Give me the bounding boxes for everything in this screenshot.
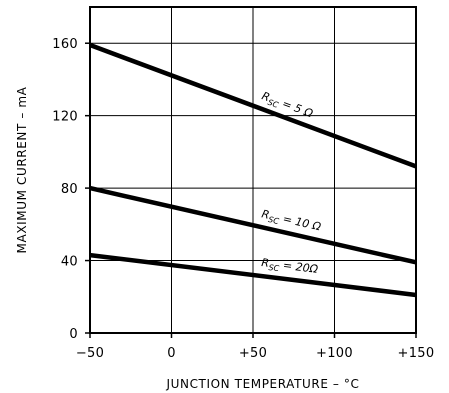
x-tick-label: +50	[239, 346, 267, 361]
x-axis-title: JUNCTION TEMPERATURE – °C	[165, 377, 359, 391]
ticks-layer: −50 0 +50 +100 +150 0 40 80 120 160	[52, 37, 434, 361]
series-line-rsc-10	[89, 185, 417, 265]
series-label-rsc-10: RSC = 10 Ω	[260, 207, 323, 235]
x-tick-label: 0	[167, 346, 176, 361]
series-label-rsc-20: RSC = 20Ω	[260, 256, 319, 278]
y-axis-title: MAXIMUM CURRENT – mA	[15, 86, 29, 253]
y-tick-label: 120	[52, 110, 78, 125]
x-tick-label: +100	[316, 346, 353, 361]
x-tick-label: +150	[398, 346, 435, 361]
grid-layer	[89, 6, 417, 334]
y-tick-label: 160	[52, 37, 78, 52]
x-tick-label: −50	[76, 346, 104, 361]
y-tick-label: 80	[61, 182, 78, 197]
y-tick-label: 40	[61, 255, 78, 270]
series-line-rsc-20	[89, 252, 417, 298]
series-line-rsc-5	[89, 42, 417, 169]
series-layer	[89, 42, 417, 298]
y-tick-label: 0	[69, 327, 78, 342]
